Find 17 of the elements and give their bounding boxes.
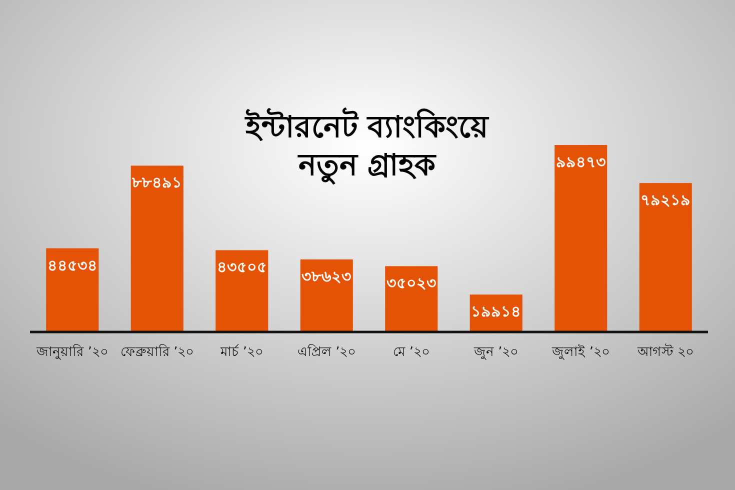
data-label: ১৯৯১৪ (471, 302, 522, 321)
data-label: ৪৩৫০৫ (216, 258, 267, 276)
x-tick-label: মে ’২০ (393, 345, 430, 360)
x-tick-label: মার্চ ’২০ (220, 344, 264, 360)
data-label: ৪৪৫৩৪ (47, 256, 98, 274)
chart-title: ইন্টারনেট ব্যাংকিংয়ে নতুন গ্রাহক (244, 107, 490, 185)
x-tick-label: এপ্রিল ’২০ (297, 344, 356, 360)
data-label: ৩৮৬২৩ (302, 267, 352, 286)
x-tick-label: জুন ’২০ (472, 345, 518, 360)
data-label: ৯৯৪৭৩ (556, 153, 606, 171)
x-tick-label: আগস্ট ২০ (636, 344, 694, 360)
x-tick-label: জুলাই ’২০ (551, 344, 610, 360)
x-tick-label: জানুয়ারি ’২০ (36, 344, 108, 360)
data-label: ৭৯২১৯ (640, 191, 691, 210)
data-label: ৩৫০২৩ (386, 274, 436, 292)
x-tick-label: ফেব্রুয়ারি ’২০ (120, 344, 194, 360)
data-label: ৮৮৪৯১ (131, 174, 182, 192)
